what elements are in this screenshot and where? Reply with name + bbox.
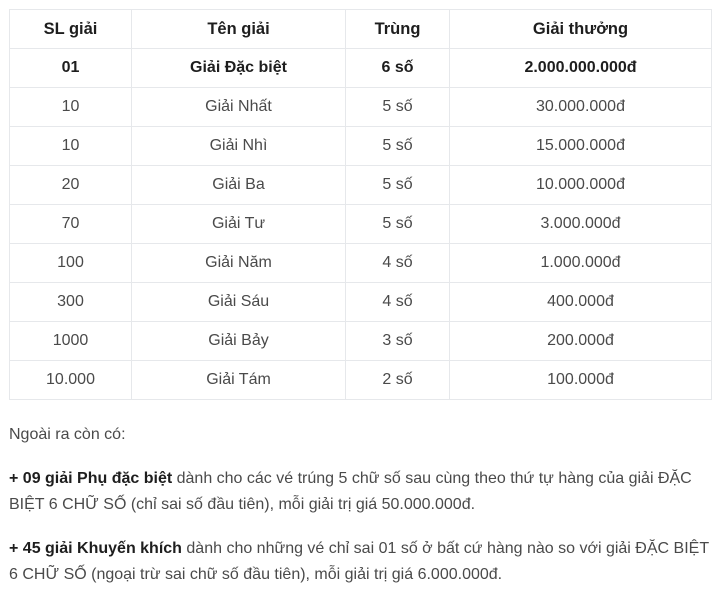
cell-prize-name: Giải Nhì — [131, 126, 346, 166]
cell-prize-name: Giải Năm — [131, 243, 346, 283]
cell-prize-count: 10.000 — [9, 360, 132, 400]
cell-prize-count: 1000 — [9, 321, 132, 361]
cell-match-digits: 4 số — [345, 243, 450, 283]
column-header-match-digits: Trùng — [345, 9, 450, 49]
cell-match-digits: 4 số — [345, 282, 450, 322]
table-row: 100 Giải Năm 4 số 1.000.000đ — [9, 243, 712, 283]
note-khuyen-khich-text: dành cho những vé chỉ sai 01 số ở bất cứ… — [9, 540, 709, 583]
cell-match-digits: 2 số — [345, 360, 450, 400]
table-row: 1000 Giải Bảy 3 số 200.000đ — [9, 321, 712, 361]
note-phu-dac-biet: + 09 giải Phụ đặc biệt dành cho các vé t… — [9, 466, 711, 518]
additional-prizes-notes: Ngoài ra còn có: + 09 giải Phụ đặc biệt … — [9, 422, 711, 588]
notes-intro: Ngoài ra còn có: — [9, 426, 126, 443]
cell-prize-name: Giải Ba — [131, 165, 346, 205]
cell-prize-count: 70 — [9, 204, 132, 244]
cell-prize-value: 3.000.000đ — [449, 204, 712, 244]
cell-prize-count: 300 — [9, 282, 132, 322]
table-row: 10 Giải Nhất 5 số 30.000.000đ — [9, 87, 712, 127]
cell-prize-value: 100.000đ — [449, 360, 712, 400]
cell-prize-count: 10 — [9, 126, 132, 166]
column-header-prize-name: Tên giải — [131, 9, 346, 49]
cell-prize-name: Giải Tư — [131, 204, 346, 244]
cell-match-digits: 5 số — [345, 204, 450, 244]
table-header: SL giải Tên giải Trùng Giải thưởng — [9, 9, 712, 49]
cell-match-digits: 3 số — [345, 321, 450, 361]
cell-prize-count: 20 — [9, 165, 132, 205]
cell-prize-name: Giải Nhất — [131, 87, 346, 127]
note-phu-dac-biet-text: dành cho các vé trúng 5 chữ số sau cùng … — [9, 470, 692, 513]
cell-prize-count: 100 — [9, 243, 132, 283]
table-row: 01 Giải Đặc biệt 6 số 2.000.000.000đ — [9, 48, 712, 88]
table-row: 70 Giải Tư 5 số 3.000.000đ — [9, 204, 712, 244]
cell-prize-value: 200.000đ — [449, 321, 712, 361]
column-header-prize-value: Giải thưởng — [449, 9, 712, 49]
note-phu-dac-biet-label: + 09 giải Phụ đặc biệt — [9, 470, 173, 487]
cell-prize-name: Giải Sáu — [131, 282, 346, 322]
cell-prize-name: Giải Đặc biệt — [131, 48, 346, 88]
cell-match-digits: 5 số — [345, 126, 450, 166]
note-khuyen-khich: + 45 giải Khuyến khích dành cho những vé… — [9, 536, 711, 588]
cell-prize-value: 400.000đ — [449, 282, 712, 322]
cell-prize-count: 10 — [9, 87, 132, 127]
cell-prize-name: Giải Bảy — [131, 321, 346, 361]
table-row: 20 Giải Ba 5 số 10.000.000đ — [9, 165, 712, 205]
cell-prize-value: 15.000.000đ — [449, 126, 712, 166]
cell-prize-value: 10.000.000đ — [449, 165, 712, 205]
prize-structure-table: SL giải Tên giải Trùng Giải thưởng 01 Gi… — [9, 9, 712, 400]
column-header-prize-count: SL giải — [9, 9, 132, 49]
table-header-row: SL giải Tên giải Trùng Giải thưởng — [9, 9, 712, 49]
cell-match-digits: 5 số — [345, 165, 450, 205]
cell-prize-value: 30.000.000đ — [449, 87, 712, 127]
cell-match-digits: 6 số — [345, 48, 450, 88]
cell-prize-name: Giải Tám — [131, 360, 346, 400]
cell-match-digits: 5 số — [345, 87, 450, 127]
table-row: 300 Giải Sáu 4 số 400.000đ — [9, 282, 712, 322]
cell-prize-value: 1.000.000đ — [449, 243, 712, 283]
table-row: 10 Giải Nhì 5 số 15.000.000đ — [9, 126, 712, 166]
cell-prize-value: 2.000.000.000đ — [449, 48, 712, 88]
cell-prize-count: 01 — [9, 48, 132, 88]
note-khuyen-khich-label: + 45 giải Khuyến khích — [9, 540, 182, 557]
table-body: 01 Giải Đặc biệt 6 số 2.000.000.000đ 10 … — [9, 48, 712, 400]
table-row: 10.000 Giải Tám 2 số 100.000đ — [9, 360, 712, 400]
